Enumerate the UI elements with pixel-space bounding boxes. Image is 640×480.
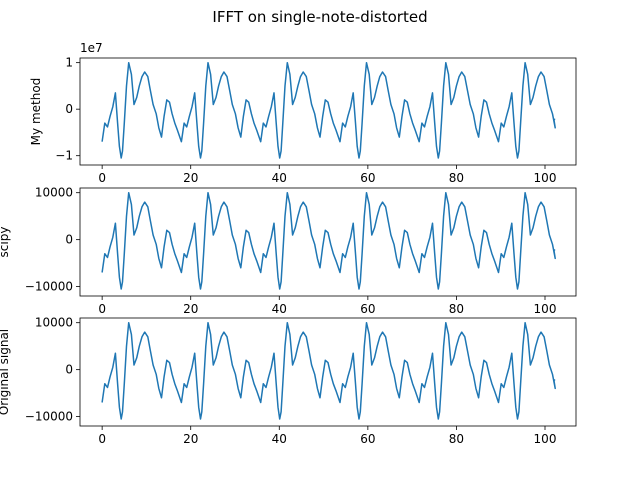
figure-title: IFFT on single-note-distorted [212, 8, 427, 26]
axes-frame-1 [79, 57, 577, 166]
x-tick-label: 40 [272, 432, 287, 446]
y-tick-label: −1 [55, 149, 73, 163]
x-tick-label: 80 [449, 302, 464, 316]
x-tick-label: 60 [360, 171, 375, 185]
series-line [101, 61, 556, 159]
y-tick-label: −10000 [25, 410, 73, 424]
y-tick-label: −10000 [25, 280, 73, 294]
series-line [101, 321, 556, 420]
x-tick-label: 100 [534, 302, 557, 316]
y-tick-label: 10000 [35, 316, 73, 330]
y-tick-label: 1 [65, 56, 73, 70]
x-tick-label: 100 [534, 171, 557, 185]
axes-frame-3 [79, 317, 577, 427]
x-tick-label: 100 [534, 432, 557, 446]
x-tick-label: 80 [449, 432, 464, 446]
y-tick-label: 0 [65, 363, 73, 377]
x-tick-label: 20 [183, 302, 198, 316]
x-tick-label: 40 [272, 302, 287, 316]
x-tick-label: 80 [449, 171, 464, 185]
x-tick-label: 0 [98, 171, 106, 185]
x-tick-label: 0 [98, 432, 106, 446]
x-tick-label: 0 [98, 302, 106, 316]
y-tick-label: 10000 [35, 186, 73, 200]
x-tick-label: 60 [360, 432, 375, 446]
y-offset-label: 1e7 [80, 41, 103, 55]
x-tick-label: 20 [183, 171, 198, 185]
x-tick-label: 40 [272, 171, 287, 185]
y-tick-label: 0 [65, 102, 73, 116]
y-tick-label: 0 [65, 233, 73, 247]
x-tick-label: 20 [183, 432, 198, 446]
y-axis-label: My method [29, 78, 43, 146]
series-line [101, 191, 556, 290]
y-axis-label: Original signal [0, 329, 11, 415]
axes-frame-2 [79, 187, 577, 297]
x-tick-label: 60 [360, 302, 375, 316]
y-axis-label: scipy [0, 227, 11, 258]
